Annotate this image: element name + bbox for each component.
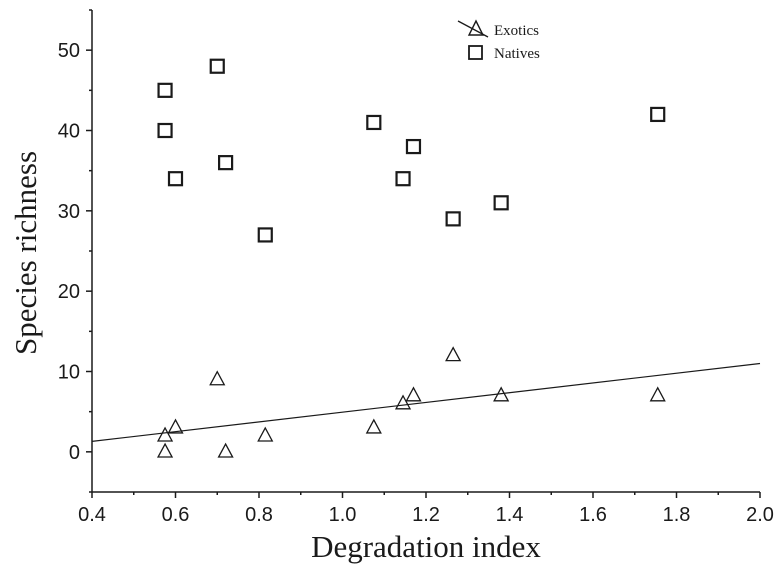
point-natives [650, 106, 666, 123]
point-exotics [405, 386, 422, 402]
point-exotics [493, 386, 510, 402]
y-tick-label: 20 [58, 281, 80, 303]
legend-natives-marker [468, 45, 483, 60]
legend-exotics-marker [467, 19, 485, 36]
legend-item-exotics: Exotics [457, 19, 539, 39]
point-exotics [167, 418, 184, 434]
x-tick-label: 2.0 [746, 504, 774, 526]
y-tick-label: 10 [58, 362, 80, 384]
trendline-exotics [91, 362, 761, 442]
x-tick-label: 1.6 [579, 504, 607, 526]
point-natives [157, 82, 173, 98]
point-natives [209, 58, 225, 74]
point-exotics [394, 394, 412, 410]
point-natives [395, 171, 411, 187]
point-natives [167, 171, 184, 187]
trendlines [91, 362, 761, 442]
axis-ticks: 0.4 0.6 0.8 1.0 1.2 1.4 1.6 1.8 2.0 0 10 20 30 40 50 [58, 9, 774, 526]
y-tick-label: 40 [58, 121, 80, 143]
x-tick-label: 1.0 [329, 504, 357, 526]
x-axis-title: Degradation index [311, 529, 541, 564]
x-tick-label: 0.6 [162, 504, 190, 526]
y-axis-title: Species richness [8, 151, 43, 355]
point-natives [257, 227, 273, 243]
legend-item-natives: Natives [468, 45, 540, 62]
point-natives [218, 155, 234, 171]
point-exotics [649, 386, 666, 402]
y-tick-label: 50 [58, 40, 80, 62]
point-exotics [156, 426, 174, 442]
point-natives [493, 195, 509, 211]
point-natives [157, 122, 173, 139]
point-exotics [156, 442, 174, 458]
y-tick-label: 0 [69, 442, 80, 464]
legend: Exotics Natives [457, 19, 540, 62]
x-tick-label: 0.8 [245, 504, 273, 526]
point-exotics [257, 426, 274, 442]
point-exotics [445, 346, 462, 362]
x-tick-label: 1.8 [663, 504, 691, 526]
x-tick-label: 1.4 [496, 504, 524, 526]
point-exotics [209, 370, 226, 386]
point-exotics [217, 442, 234, 458]
point-exotics [365, 418, 382, 434]
y-tick-label: 30 [58, 201, 80, 223]
axes [91, 10, 760, 493]
point-natives [405, 138, 422, 155]
x-tick-label: 0.4 [78, 504, 106, 526]
point-natives [445, 211, 461, 227]
data-points [156, 58, 666, 458]
legend-exotics-label: Exotics [494, 23, 539, 39]
x-tick-label: 1.2 [412, 504, 440, 526]
point-natives [366, 114, 382, 131]
legend-natives-label: Natives [494, 46, 540, 62]
